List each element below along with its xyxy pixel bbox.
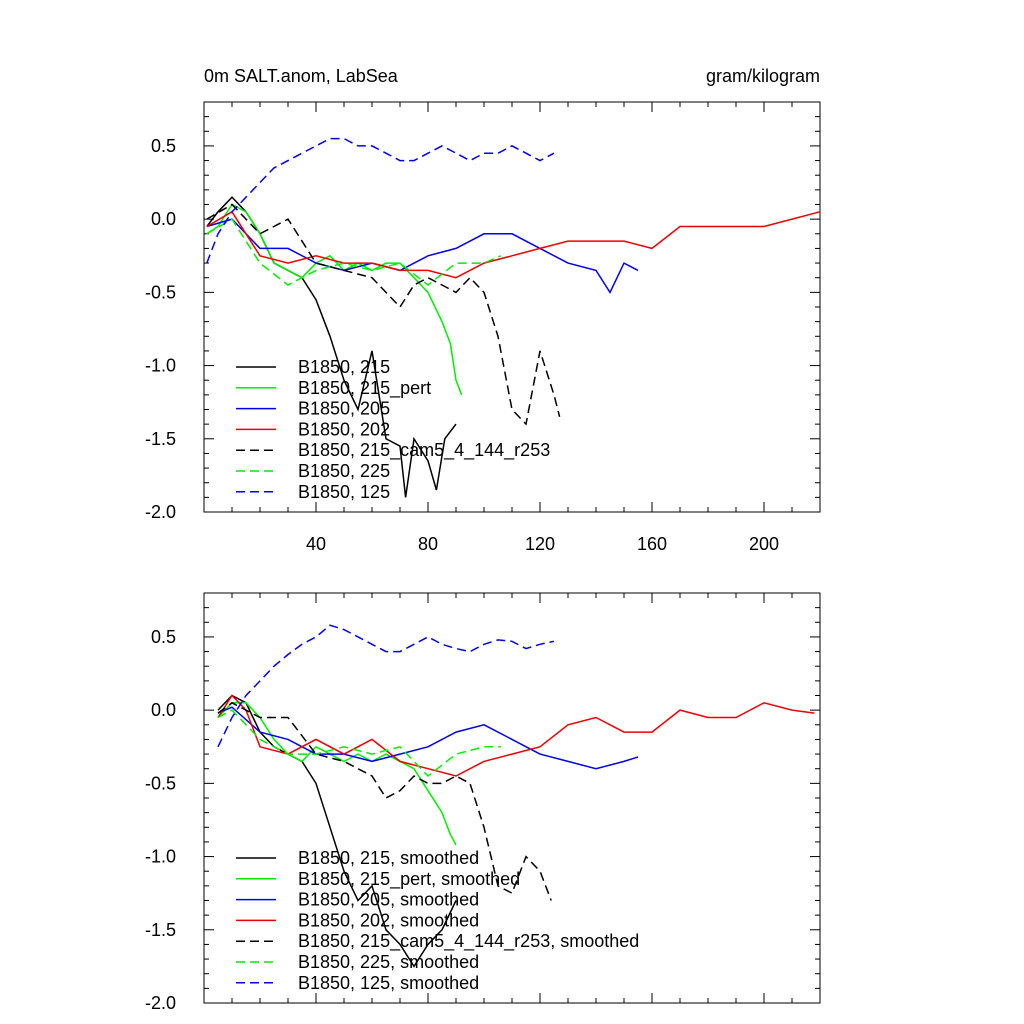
x-tick-label: 200 xyxy=(749,534,779,554)
legend-label: B1850, 215 xyxy=(298,357,390,377)
series-line xyxy=(217,706,639,770)
legend-label: B1850, 205, smoothed xyxy=(298,890,479,910)
legend-label: B1850, 202 xyxy=(298,419,390,439)
units-label: gram/kilogram xyxy=(706,66,820,86)
y-tick-label: 0.5 xyxy=(151,627,176,647)
series-line xyxy=(217,694,457,968)
series-line xyxy=(206,137,555,264)
legend-label: B1850, 215_cam5_4_144_r253 xyxy=(298,440,550,461)
y-tick-label: 0.5 xyxy=(151,136,176,156)
series-line xyxy=(206,218,639,294)
bottom-panel: 0.5 0.0 -0.5 -1.0 -1.5 -2.0 B1850, 215, smooth… xyxy=(145,592,821,1013)
y-tick-label: -2.0 xyxy=(145,502,176,522)
legend-label: B1850, 205 xyxy=(298,399,390,419)
y-tick-label: -1.0 xyxy=(145,847,176,867)
legend-label: B1850, 225 xyxy=(298,461,390,481)
x-tick-label: 80 xyxy=(418,534,438,554)
series-line xyxy=(217,624,555,748)
legend-label: B1850, 215_pert, smoothed xyxy=(298,869,520,890)
series-line xyxy=(206,218,502,286)
y-tick-label: 0.0 xyxy=(151,700,176,720)
legend-label: B1850, 125 xyxy=(298,482,390,502)
legend-label: B1850, 215_cam5_4_144_r253, smoothed xyxy=(298,931,639,952)
y-tick-label: -2.0 xyxy=(145,993,176,1013)
x-tick-label: 160 xyxy=(637,534,667,554)
y-tick-label: -1.5 xyxy=(145,920,176,940)
top-panel: 0.5 0.0 -0.5 -1.0 -1.5 -2.0 40 80 120 160 200 B1850… xyxy=(145,101,821,554)
series-line xyxy=(217,702,457,846)
series-line xyxy=(217,701,552,901)
series-line xyxy=(217,709,501,778)
x-tick-label: 120 xyxy=(525,534,555,554)
legend-label: B1850, 225, smoothed xyxy=(298,952,479,972)
legend-label: B1850, 202, smoothed xyxy=(298,910,479,930)
y-tick-label: -1.5 xyxy=(145,429,176,449)
legend-label: B1850, 215, smoothed xyxy=(298,848,479,868)
panel-title: 0m SALT.anom, LabSea xyxy=(204,66,399,86)
series-line xyxy=(217,694,815,777)
y-tick-label: -0.5 xyxy=(145,282,176,302)
series-line xyxy=(206,210,821,279)
y-tick-label: -1.0 xyxy=(145,356,176,376)
y-tick-label: -0.5 xyxy=(145,773,176,793)
x-tick-label: 40 xyxy=(306,534,326,554)
legend-label: B1850, 125, smoothed xyxy=(298,973,479,993)
y-tick-label: 0.0 xyxy=(151,209,176,229)
legend-label: B1850, 215_pert xyxy=(298,378,431,399)
series-line xyxy=(206,203,561,426)
